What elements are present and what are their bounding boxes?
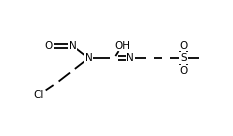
- Text: Cl: Cl: [34, 90, 44, 100]
- Text: O: O: [179, 66, 188, 76]
- Text: O: O: [45, 41, 53, 51]
- Text: O: O: [179, 41, 188, 51]
- Text: OH: OH: [114, 41, 130, 51]
- Text: S: S: [180, 53, 187, 63]
- Text: N: N: [85, 53, 93, 63]
- Text: N: N: [69, 41, 76, 51]
- Text: N: N: [126, 53, 134, 63]
